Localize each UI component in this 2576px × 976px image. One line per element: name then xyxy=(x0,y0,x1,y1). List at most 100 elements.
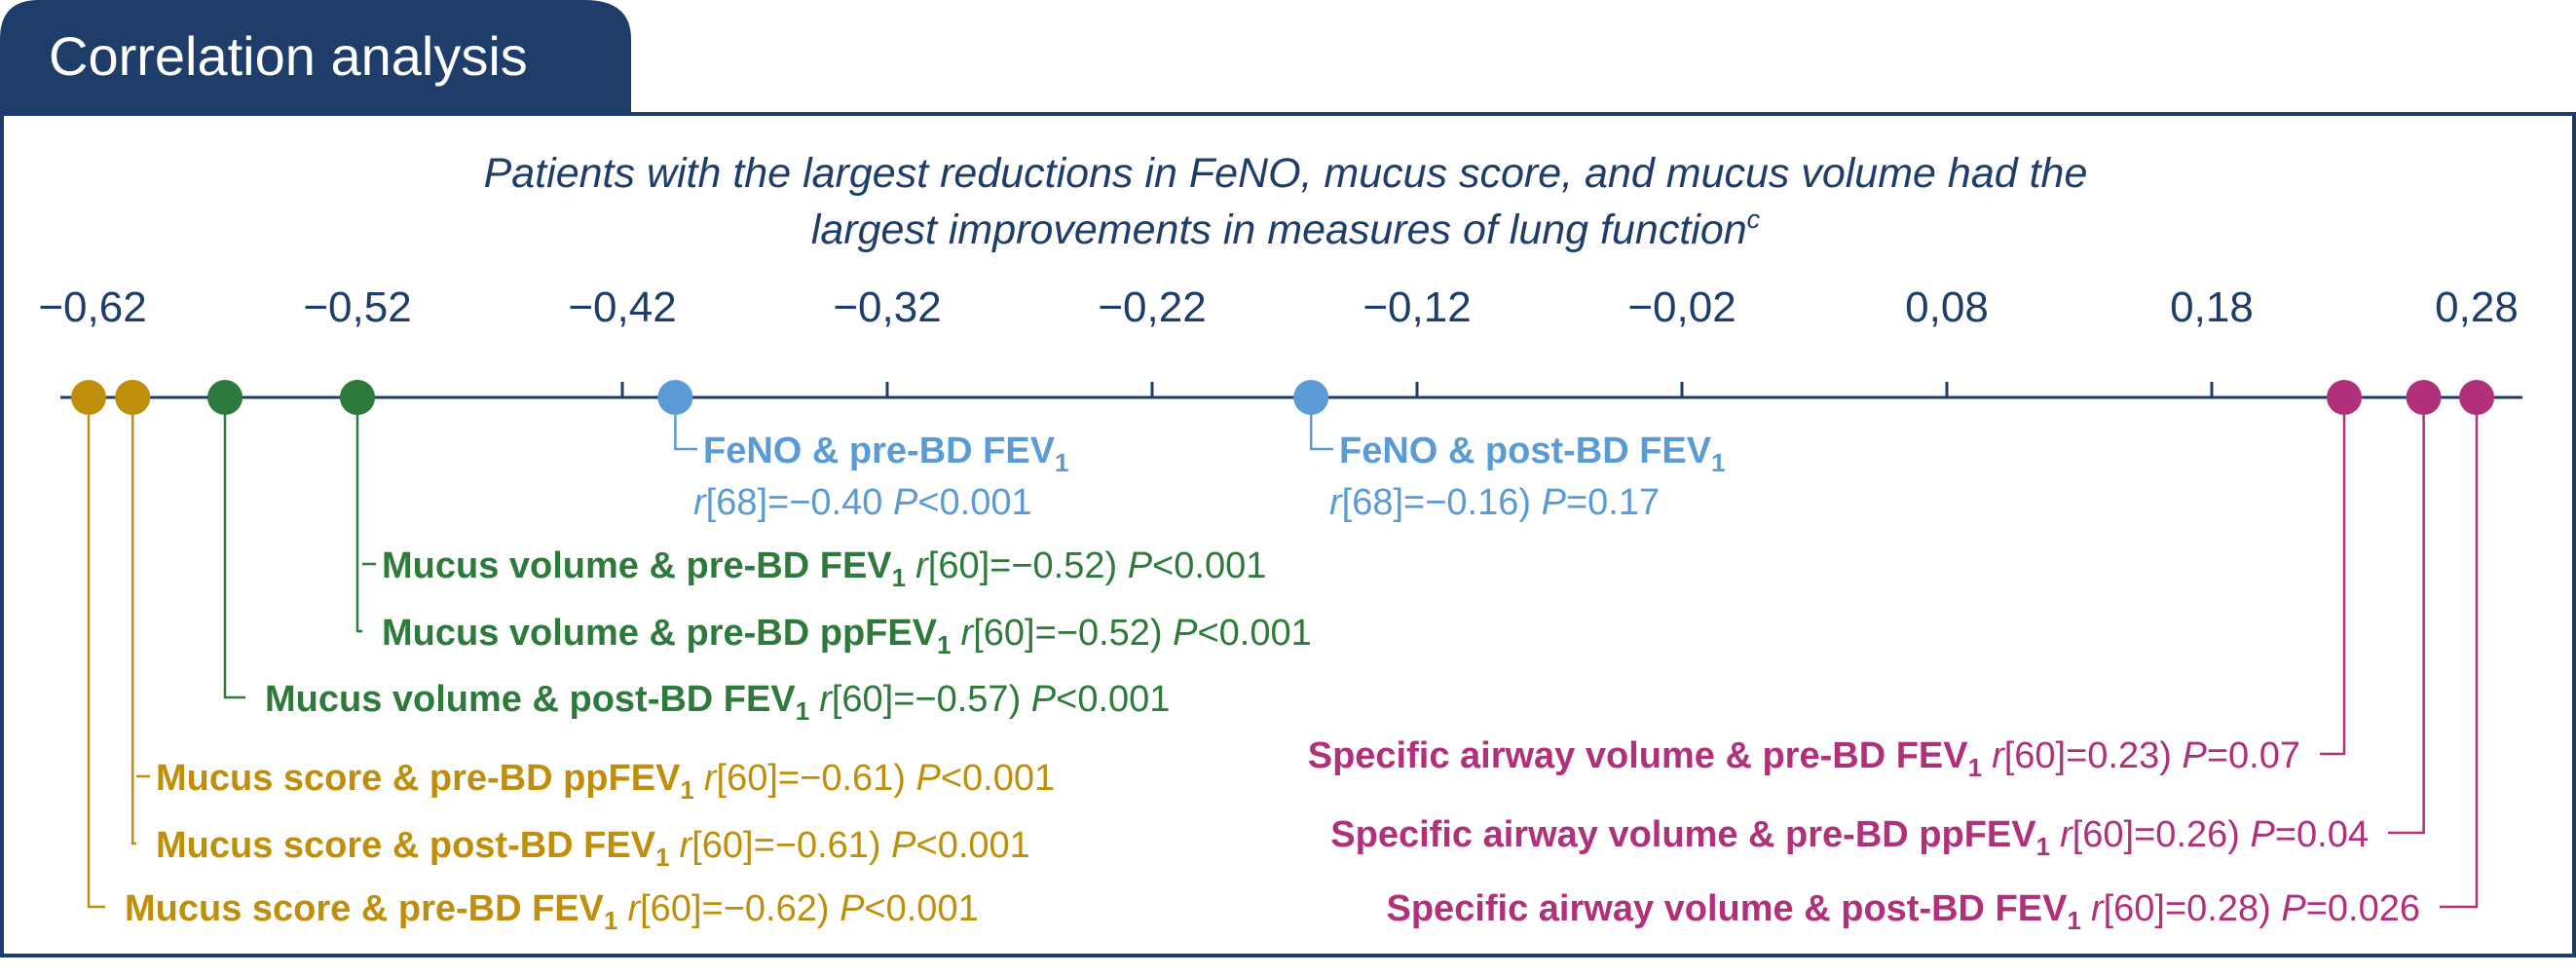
point-label-text: Mucus score & pre-BD ppFEV xyxy=(156,758,681,799)
subtitle-line-1: Patients with the largest reductions in … xyxy=(484,150,2088,197)
stat-end: <0.001 xyxy=(1056,679,1170,720)
axis-tick-label: −0,12 xyxy=(1363,283,1471,331)
stat-end: =0.04 xyxy=(2275,814,2369,855)
point-label-stat: r[68]=−0.40 P<0.001 xyxy=(693,482,1032,523)
point-label-text: Mucus score & pre-BD FEV xyxy=(125,888,605,929)
point-label-text: Mucus volume & pre-BD FEV xyxy=(382,545,892,586)
leader-line xyxy=(2388,397,2425,835)
stat-r: r xyxy=(693,482,707,523)
point-label-title: FeNO & pre-BD FEV1 xyxy=(703,431,1069,477)
leader-line xyxy=(2320,397,2346,756)
stat-r: r xyxy=(1992,735,2005,776)
axis-tick-label: −0,02 xyxy=(1627,283,1736,331)
axis-tick-label: −0,32 xyxy=(833,283,941,331)
data-point-blue xyxy=(1293,380,1329,415)
stat-r: r xyxy=(915,545,929,586)
axis-tick-label: 0,08 xyxy=(1905,283,1989,331)
axis-ticks: −0,62 −0,52 −0,42 −0,32 −0,22 −0,12 −0,02 0,08 0… xyxy=(38,283,2519,397)
stat-end: <0.001 xyxy=(864,888,978,929)
stat-r: r xyxy=(1329,482,1343,523)
stat-p: P xyxy=(2182,735,2207,776)
stat-r: r xyxy=(2091,888,2105,929)
stat-mid: [60]=−0.52) xyxy=(928,545,1128,586)
point-label: Mucus score & post-BD FEV1 r[60]=−0.61) P… xyxy=(156,825,1030,872)
point-label-subscript: 1 xyxy=(1711,448,1725,477)
stat-p: P xyxy=(2281,888,2306,929)
point-label-subscript: 1 xyxy=(937,630,951,659)
stat-r: r xyxy=(819,679,833,720)
stat-end: <0.001 xyxy=(916,825,1030,866)
stat-r: r xyxy=(2060,814,2073,855)
point-label: Mucus volume & pre-BD ppFEV1 r[60]=−0.52)… xyxy=(382,613,1312,659)
point-label-subscript: 1 xyxy=(604,906,617,935)
stat-end: <0.001 xyxy=(941,758,1055,799)
point-label-subscript: 1 xyxy=(2036,832,2050,861)
axis-tick-label: 0,28 xyxy=(2435,283,2519,331)
stat-r: r xyxy=(680,825,693,866)
point-label-title: FeNO & post-BD FEV1 xyxy=(1339,431,1726,477)
point-label-text: Mucus volume & post-BD FEV xyxy=(265,679,796,720)
point-label-subscript: 1 xyxy=(2067,906,2080,935)
point-label-stat: r[68]=−0.16) P=0.17 xyxy=(1329,482,1660,523)
point-label: Specific airway volume & pre-BD ppFEV1 r[… xyxy=(1330,814,2369,861)
header-tab xyxy=(0,0,631,114)
leader-line xyxy=(131,397,136,845)
stat-mid: [60]=−0.52) xyxy=(973,613,1173,654)
stat-mid: [60]=−0.62) xyxy=(640,888,840,929)
stat-p: P xyxy=(893,482,918,523)
stat-p: P xyxy=(840,888,865,929)
stat-end: =0.07 xyxy=(2207,735,2300,776)
axis-tick-label: −0,62 xyxy=(38,283,146,331)
stat-r: r xyxy=(627,888,641,929)
stat-mid: [60]=−0.61) xyxy=(717,758,916,799)
stat-mid: [60]=0.23) xyxy=(2004,735,2183,776)
point-label: Mucus score & pre-BD FEV1 r[60]=−0.62) P<… xyxy=(125,888,979,935)
stat-p: P xyxy=(915,758,941,799)
leader-line xyxy=(87,397,105,909)
stat-p: P xyxy=(2250,814,2275,855)
subtitle-line-2: largest improvements in measures of lung… xyxy=(811,205,1761,253)
data-point-blue xyxy=(657,380,693,415)
point-label-subscript: 1 xyxy=(796,696,809,726)
leader-line xyxy=(223,397,245,699)
stat-mid: [60]=0.26) xyxy=(2072,814,2251,855)
point-label: Mucus volume & pre-BD FEV1 r[60]=−0.52) P… xyxy=(382,545,1266,592)
point-label-text: Mucus volume & pre-BD ppFEV xyxy=(382,613,938,654)
leader-line xyxy=(355,397,362,633)
axis-tick-label: −0,42 xyxy=(568,283,676,331)
point-label-text: FeNO & pre-BD FEV xyxy=(703,431,1056,471)
stat-mid: [68]=−0.40 xyxy=(706,482,893,523)
stat-mid: [60]=0.28) xyxy=(2104,888,2282,929)
point-label: Mucus score & pre-BD ppFEV1 r[60]=−0.61) … xyxy=(156,758,1055,805)
data-point-magenta xyxy=(2406,380,2442,415)
stat-end: <0.001 xyxy=(1197,613,1311,654)
subtitle-line-2-text: largest improvements in measures of lung… xyxy=(811,206,1747,253)
panel-frame xyxy=(0,112,2576,957)
point-label-subscript: 1 xyxy=(680,775,693,805)
subtitle-footnote-mark: c xyxy=(1747,205,1761,234)
stat-p: P xyxy=(1542,482,1567,523)
point-label: Specific airway volume & post-BD FEV1 r[6… xyxy=(1387,888,2421,935)
axis-tick-label: −0,22 xyxy=(1098,283,1206,331)
stat-p: P xyxy=(1031,679,1057,720)
stat-p: P xyxy=(1173,613,1198,654)
stat-end: <0.001 xyxy=(1152,545,1266,586)
stat-mid: [68]=−0.16) xyxy=(1342,482,1542,523)
point-label-subscript: 1 xyxy=(655,843,669,872)
stat-mid: [60]=−0.61) xyxy=(691,825,891,866)
data-point-magenta xyxy=(2459,380,2494,415)
header-title: Correlation analysis xyxy=(49,25,528,87)
stat-end: =0.026 xyxy=(2306,888,2420,929)
point-label: Specific airway volume & pre-BD FEV1 r[60… xyxy=(1308,735,2300,782)
data-point-green xyxy=(207,380,243,415)
point-label-text: Specific airway volume & post-BD FEV xyxy=(1387,888,2069,929)
point-label-text: Specific airway volume & pre-BD FEV xyxy=(1308,735,1969,776)
point-label-subscript: 1 xyxy=(1055,448,1068,477)
stat-p: P xyxy=(1128,545,1153,586)
leader-lines xyxy=(87,397,2479,909)
point-label-text: Specific airway volume & pre-BD ppFEV xyxy=(1330,814,2036,855)
stat-r: r xyxy=(961,613,975,654)
axis-tick-label: −0,52 xyxy=(303,283,411,331)
data-points xyxy=(71,380,2494,415)
